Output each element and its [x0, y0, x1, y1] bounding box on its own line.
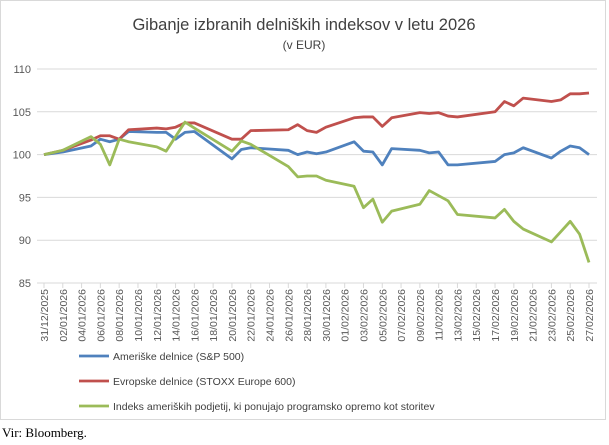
x-tick-label: 27/02/2026 — [584, 289, 596, 342]
legend-label: Ameriške delnice (S&P 500) — [113, 351, 244, 363]
y-tick-label: 85 — [19, 278, 31, 290]
x-tick-label: 07/02/2026 — [396, 289, 408, 342]
y-tick-label: 95 — [19, 192, 31, 204]
x-tick-label: 26/01/2026 — [283, 289, 295, 342]
x-tick-label: 06/01/2026 — [95, 289, 107, 342]
series-line-0 — [43, 130, 590, 167]
y-tick-label: 105 — [13, 107, 31, 119]
x-tick-label: 19/02/2026 — [509, 289, 521, 342]
legend-label: Evropske delnice (STOXX Europe 600) — [113, 376, 295, 388]
legend-label: Indeks ameriških podjetij, ki ponujajo p… — [113, 401, 435, 413]
x-tick-label: 21/02/2026 — [528, 289, 540, 342]
x-tick-label: 04/01/2026 — [77, 289, 89, 342]
x-tick-label: 03/02/2026 — [358, 289, 370, 342]
y-tick-label: 90 — [19, 235, 31, 247]
source-note: Vir: Bloomberg. — [2, 425, 87, 440]
x-tick-label: 18/01/2026 — [208, 289, 220, 342]
chart-frame: Gibanje izbranih delniških indeksov v le… — [0, 0, 606, 420]
x-tick-label: 20/01/2026 — [227, 289, 239, 342]
chart-subtitle: (v EUR) — [283, 38, 326, 52]
x-tick-label: 01/02/2026 — [340, 289, 352, 342]
x-tick-label: 11/02/2026 — [434, 289, 446, 341]
x-tick-label: 14/01/2026 — [171, 289, 183, 342]
x-tick-label: 09/02/2026 — [415, 289, 427, 342]
x-tick-label: 10/01/2026 — [133, 289, 145, 342]
x-tick-label: 12/01/2026 — [152, 289, 164, 342]
y-tick-label: 100 — [13, 150, 31, 162]
x-tick-label: 02/01/2026 — [58, 289, 70, 342]
x-tick-label: 22/01/2026 — [246, 289, 258, 342]
y-tick-label: 110 — [13, 64, 31, 76]
x-tick-label: 31/12/2025 — [39, 289, 51, 342]
x-tick-label: 17/02/2026 — [490, 289, 502, 342]
chart-title: Gibanje izbranih delniških indeksov v le… — [132, 16, 475, 34]
x-tick-label: 16/01/2026 — [189, 289, 201, 342]
x-tick-label: 23/02/2026 — [546, 289, 558, 342]
x-tick-label: 28/01/2026 — [302, 289, 314, 342]
x-tick-label: 15/02/2026 — [471, 289, 483, 342]
x-tick-label: 30/01/2026 — [321, 289, 333, 342]
series-line-1 — [43, 91, 590, 156]
x-tick-label: 13/02/2026 — [452, 289, 464, 342]
series-line-2 — [43, 120, 591, 263]
x-tick-label: 05/02/2026 — [377, 289, 389, 342]
line-chart: Gibanje izbranih delniških indeksov v le… — [13, 16, 597, 413]
x-tick-label: 24/01/2026 — [265, 289, 277, 342]
x-tick-label: 08/01/2026 — [114, 289, 126, 342]
x-tick-label: 25/02/2026 — [565, 289, 577, 342]
